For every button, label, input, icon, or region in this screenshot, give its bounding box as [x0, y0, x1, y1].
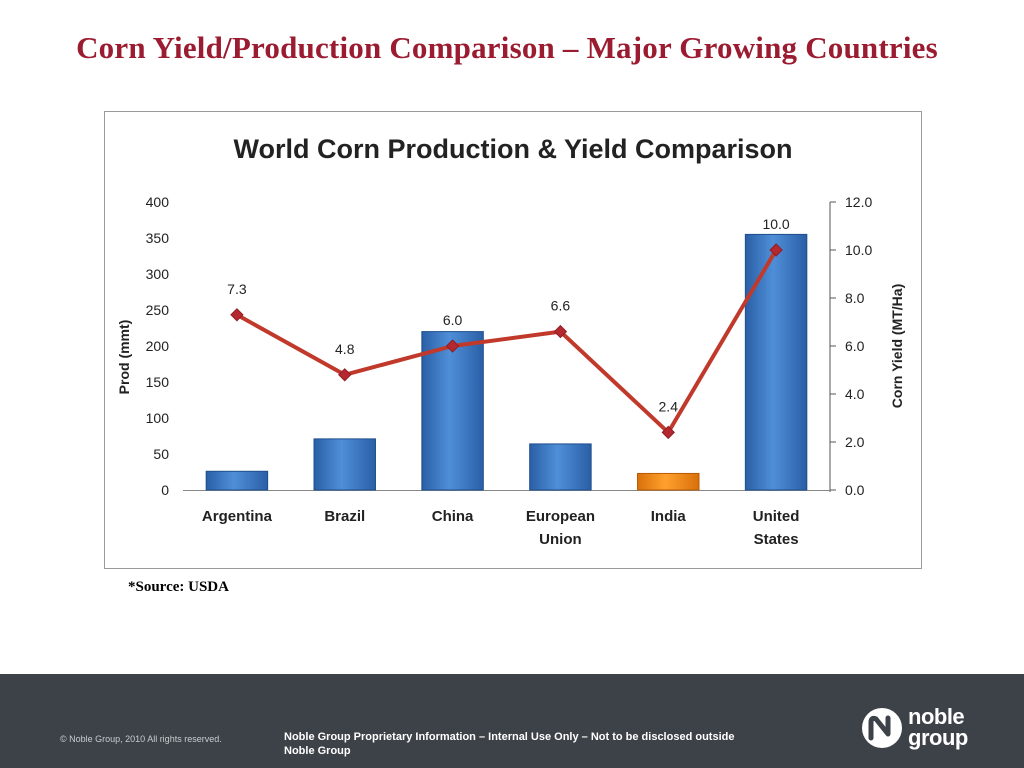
category-label-0: Argentina [202, 508, 273, 525]
y-tick-label-6: 300 [146, 266, 170, 282]
yield-point-1 [338, 368, 352, 382]
yield-point-2 [445, 339, 460, 353]
yield-point-4 [661, 425, 675, 440]
logo-word-group: group [908, 725, 968, 750]
yield-point-3 [553, 324, 568, 339]
y2-axis-label: Corn Yield (MT/Ha) [889, 284, 905, 408]
bar-5 [744, 233, 808, 491]
corn-production-yield-chart: World Corn Production & Yield Comparison… [116, 134, 905, 548]
bar-2 [421, 331, 484, 491]
proprietary-notice: Noble Group Proprietary Information – In… [284, 730, 764, 758]
y-tick-label-7: 350 [146, 230, 170, 246]
proprietary-line-1: Noble Group Proprietary Information – In… [284, 731, 735, 743]
y-tick-label-1: 50 [153, 446, 169, 462]
category-label-5: United States [753, 508, 800, 548]
proprietary-line-2: Noble Group [284, 745, 351, 757]
chart-frame: World Corn Production & Yield Comparison… [104, 111, 922, 569]
y2-tick-label-3: 6.0 [845, 338, 865, 354]
yield-point-5 [769, 243, 783, 257]
yield-data-label-4: 2.4 [659, 398, 679, 414]
yield-data-label-0: 7.3 [227, 281, 247, 297]
y-tick-label-5: 250 [146, 302, 170, 318]
slide-title: Corn Yield/Production Comparison – Major… [76, 30, 938, 65]
y-tick-label-4: 200 [146, 338, 170, 354]
bar-3 [529, 443, 592, 491]
yield-point-0 [230, 308, 244, 322]
bar-4 [637, 472, 700, 491]
y-tick-label-0: 0 [161, 482, 169, 498]
y2-tick-label-0: 0.0 [845, 482, 865, 498]
footer-bar: © Noble Group, 2010 All rights reserved.… [0, 674, 1024, 768]
y2-tick-label-2: 4.0 [845, 386, 865, 402]
y2-tick-label-5: 10.0 [845, 242, 872, 258]
y-axis-label: Prod (mmt) [116, 320, 132, 395]
source-note: *Source: USDA [128, 579, 229, 595]
yield-line [235, 248, 778, 435]
y-tick-label-2: 100 [146, 410, 170, 426]
yield-data-label-5: 10.0 [762, 216, 789, 232]
y-tick-label-3: 150 [146, 374, 170, 390]
y-tick-label-8: 400 [146, 194, 170, 210]
yield-data-label-3: 6.6 [551, 298, 571, 314]
bar-1 [313, 438, 376, 491]
category-label-2: China [432, 508, 474, 525]
y2-tick-label-6: 12.0 [845, 194, 872, 210]
yield-data-label-1: 4.8 [335, 341, 355, 357]
chart-title: World Corn Production & Yield Comparison [233, 134, 792, 164]
y2-tick-label-4: 8.0 [845, 290, 865, 306]
yield-data-label-2: 6.0 [443, 312, 463, 328]
y2-tick-label-1: 2.0 [845, 434, 865, 450]
logo-word-noble: noble [908, 704, 965, 729]
category-label-3: European Union [526, 508, 595, 548]
logo-wordmark: noble group [908, 704, 968, 750]
noble-logo-icon [862, 708, 902, 748]
category-label-4: India [651, 508, 687, 525]
noble-group-logo: noble group [862, 704, 982, 752]
copyright-text: © Noble Group, 2010 All rights reserved. [60, 734, 222, 744]
category-label-1: Brazil [324, 508, 365, 525]
bar-0 [205, 470, 269, 491]
